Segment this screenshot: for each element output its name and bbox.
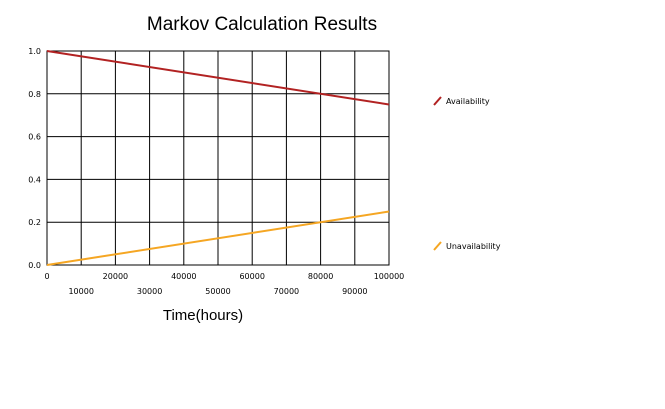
x-tick-label: 60000 [239, 272, 264, 281]
x-tick-label: 0 [44, 272, 49, 281]
legend: Availability Unavailability [433, 96, 501, 251]
x-tick-label: 10000 [68, 287, 93, 296]
y-tick-label: 0.0 [28, 261, 41, 270]
x-tick-label: 90000 [342, 287, 367, 296]
y-axis-ticks: 0.0 0.2 0.4 0.6 0.8 1.0 [28, 47, 41, 270]
legend-label-availability: Availability [446, 97, 490, 106]
y-tick-label: 0.6 [28, 133, 41, 142]
legend-swatch-unavailability [433, 241, 442, 251]
x-tick-label: 70000 [274, 287, 299, 296]
x-tick-label: 40000 [171, 272, 196, 281]
y-tick-label: 0.4 [28, 175, 41, 184]
series-line-availability [46, 50, 390, 106]
series-layer [46, 50, 390, 266]
legend-label-unavailability: Unavailability [446, 242, 501, 251]
x-tick-label: 50000 [205, 287, 230, 296]
x-tick-label: 30000 [137, 287, 162, 296]
chart-title: Markov Calculation Results [147, 14, 377, 35]
plot-border [46, 50, 390, 266]
x-axis-label: Time(hours) [163, 307, 243, 324]
y-tick-label: 0.8 [28, 90, 41, 99]
x-axis-ticks: 0 10000 20000 30000 40000 50000 60000 70000 8000… [44, 272, 404, 296]
x-tick-label: 80000 [308, 272, 333, 281]
y-tick-label: 1.0 [28, 47, 41, 56]
y-tick-label: 0.2 [28, 218, 41, 227]
x-tick-label: 20000 [103, 272, 128, 281]
plot-grid [46, 50, 390, 266]
x-tick-label: 100000 [374, 272, 405, 281]
legend-swatch-availability [433, 96, 442, 106]
series-line-unavailability [46, 210, 390, 266]
